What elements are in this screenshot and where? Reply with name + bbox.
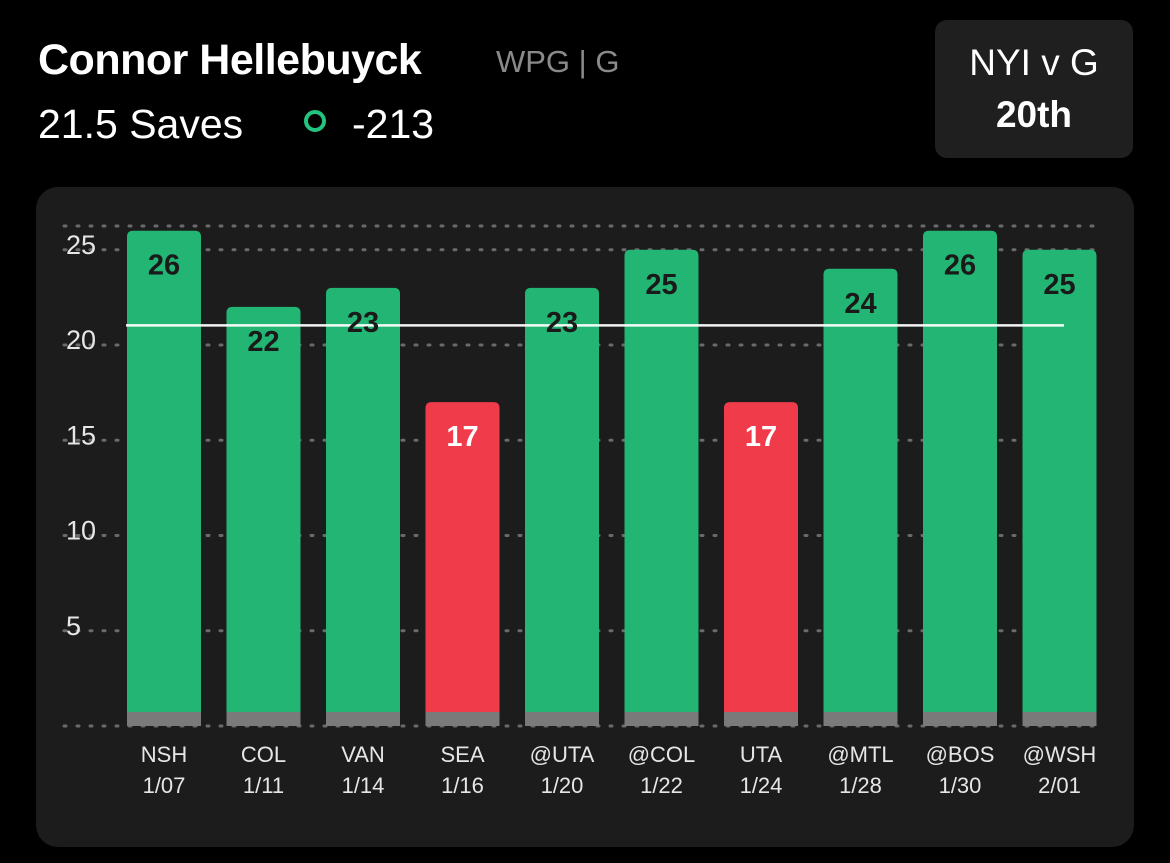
bar-at-bos[interactable] xyxy=(923,230,997,726)
bar[interactable] xyxy=(1022,249,1097,726)
bar-base xyxy=(425,712,500,726)
bar-base xyxy=(127,712,201,726)
bar[interactable] xyxy=(127,230,201,726)
y-tick-label: 25 xyxy=(66,230,96,260)
bar[interactable] xyxy=(425,402,500,726)
bar-base xyxy=(923,712,997,726)
matchup-rank: 20th xyxy=(995,94,1073,135)
bar-sea[interactable] xyxy=(425,402,500,726)
matchup-label: NYI v G xyxy=(969,42,1099,83)
x-category-label: SEA xyxy=(440,742,484,767)
y-tick-label: 10 xyxy=(66,516,96,546)
x-date-label: 2/01 xyxy=(1038,773,1081,798)
bar-value-label: 23 xyxy=(546,307,578,339)
x-axis-labels: NSH 1/07 COL 1/11 VAN 1/14 SEA 1/16 @UTA 1/20 @COL… xyxy=(141,742,1097,798)
player-name: Connor Hellebuyck xyxy=(38,36,422,84)
odds-value: -213 xyxy=(352,101,435,147)
bar-value-label: 17 xyxy=(745,421,777,453)
chart-panel: 5 10 15 20 25 26 22 23 17 23 25 17 24 26 25 NSH 1/07 CO… xyxy=(36,187,1134,847)
bar-base xyxy=(1022,712,1097,726)
x-category-label: @BOS xyxy=(926,742,995,767)
x-category-label: @COL xyxy=(628,742,696,767)
player-team-position: WPG | G xyxy=(496,44,620,79)
y-axis-ticks: 5 10 15 20 25 xyxy=(66,230,96,641)
y-tick-label: 15 xyxy=(66,420,96,450)
x-date-label: 1/14 xyxy=(342,773,385,798)
bar-value-label: 23 xyxy=(347,307,379,339)
bar[interactable] xyxy=(724,402,798,726)
bar-value-label: 26 xyxy=(944,250,976,282)
bar-base xyxy=(724,712,798,726)
x-date-label: 1/16 xyxy=(441,773,484,798)
bar-van[interactable] xyxy=(326,287,400,726)
x-date-label: 1/28 xyxy=(839,773,882,798)
bar-base xyxy=(326,712,400,726)
bar-value-label: 17 xyxy=(446,421,478,453)
x-category-label: @WSH xyxy=(1023,742,1097,767)
bar-at-mtl[interactable] xyxy=(823,268,898,726)
x-category-label: @UTA xyxy=(530,742,595,767)
x-date-label: 1/20 xyxy=(541,773,584,798)
y-tick-label: 20 xyxy=(66,325,96,355)
bar[interactable] xyxy=(923,230,997,726)
x-date-label: 1/30 xyxy=(939,773,982,798)
x-date-label: 1/07 xyxy=(143,773,186,798)
bar[interactable] xyxy=(326,287,400,726)
bar[interactable] xyxy=(624,249,699,726)
x-category-label: @MTL xyxy=(827,742,893,767)
bar[interactable] xyxy=(226,306,301,726)
x-date-label: 1/22 xyxy=(640,773,683,798)
x-date-label: 1/11 xyxy=(243,773,284,798)
bar-labels: 26 22 23 17 23 25 17 24 26 25 xyxy=(148,250,1076,453)
x-category-label: COL xyxy=(241,742,286,767)
bar-base xyxy=(624,712,699,726)
bar-uta[interactable] xyxy=(724,402,798,726)
bar[interactable] xyxy=(525,287,599,726)
bar-base xyxy=(823,712,898,726)
bar-value-label: 25 xyxy=(1043,269,1075,301)
bar-at-col[interactable] xyxy=(624,249,699,726)
bar-col[interactable] xyxy=(226,306,301,726)
bar-base xyxy=(226,712,301,726)
bar-chart: 5 10 15 20 25 26 22 23 17 23 25 17 24 26 25 NSH 1/07 CO… xyxy=(62,224,1100,798)
bar-value-label: 26 xyxy=(148,250,180,282)
bar-base xyxy=(525,712,599,726)
bar-value-label: 25 xyxy=(645,269,677,301)
matchup-box[interactable]: NYI v G 20th xyxy=(935,20,1133,158)
bar[interactable] xyxy=(823,268,898,726)
x-date-label: 1/24 xyxy=(740,773,783,798)
y-tick-label: 5 xyxy=(66,611,81,641)
bar-value-label: 22 xyxy=(247,326,279,358)
x-category-label: VAN xyxy=(341,742,385,767)
bar-value-label: 24 xyxy=(844,288,876,320)
x-category-label: UTA xyxy=(740,742,783,767)
bar-nsh[interactable] xyxy=(127,230,201,726)
bar-at-wsh[interactable] xyxy=(1022,249,1097,726)
circle-icon xyxy=(304,110,326,132)
x-category-label: NSH xyxy=(141,742,187,767)
bars xyxy=(127,230,1097,726)
bar-at-uta[interactable] xyxy=(525,287,599,726)
prop-line: 21.5 Saves xyxy=(38,101,244,147)
